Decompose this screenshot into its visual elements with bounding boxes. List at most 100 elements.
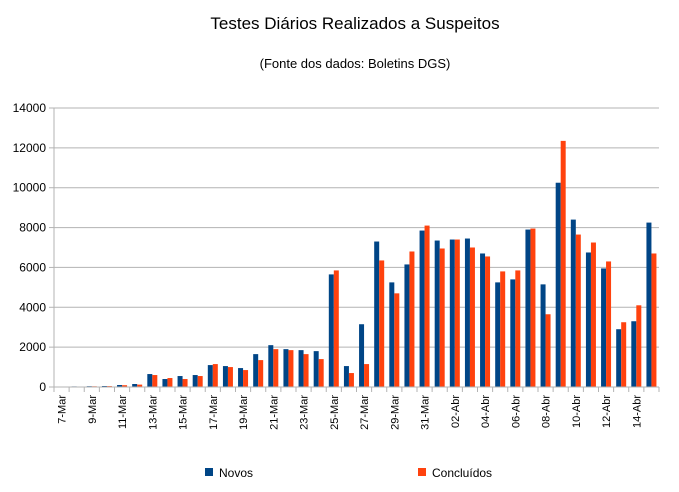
bar-novos	[495, 282, 501, 388]
bar-novos	[238, 368, 244, 387]
bar-novos	[585, 252, 591, 387]
bar-novos	[646, 222, 652, 387]
bar-novos	[374, 241, 380, 387]
y-tick-label: 8000	[19, 221, 46, 235]
x-tick-label: 06-Abr	[510, 395, 522, 428]
bar-concluidos	[651, 253, 657, 387]
bar-concluidos	[636, 305, 642, 387]
bar-novos	[404, 264, 410, 387]
x-tick-label: 23-Mar	[299, 395, 311, 430]
bar-concluidos	[137, 384, 143, 387]
y-tick-label: 2000	[19, 340, 46, 354]
bar-novos	[419, 230, 425, 387]
bar-concluidos	[167, 378, 173, 387]
bar-novos	[359, 324, 365, 387]
x-axis-ticks: 7-Mar 9-Mar 11-Mar 13-Mar 15-Mar 17-Mar 19-Mar…	[53, 387, 660, 430]
bar-novos	[343, 366, 349, 387]
x-tick-label: 12-Abr	[601, 395, 613, 428]
bar-novos	[555, 182, 561, 387]
bar-novos	[177, 376, 183, 387]
bar-concluidos	[590, 242, 596, 387]
x-tick-label: 21-Mar	[268, 395, 280, 430]
bar-concluidos	[575, 234, 581, 387]
bar-concluidos	[318, 359, 324, 387]
bar-concluidos	[227, 367, 233, 387]
bar-concluidos	[364, 364, 370, 387]
bar-novos	[510, 279, 516, 387]
bar-concluidos	[182, 379, 188, 387]
legend-label-novos: Novos	[219, 466, 253, 480]
bar-novos	[268, 345, 274, 387]
bar-novos	[207, 365, 213, 387]
bar-novos	[117, 385, 123, 387]
x-tick-label: 25-Mar	[329, 395, 341, 430]
bar-novos	[298, 350, 304, 387]
bar-novos	[570, 219, 576, 387]
x-tick-label: 9-Mar	[87, 395, 99, 424]
bar-novos	[222, 366, 228, 387]
bar-novos	[192, 375, 198, 387]
y-tick-label: 10000	[13, 181, 47, 195]
y-tick-label: 4000	[19, 300, 46, 314]
bar-novos	[616, 329, 622, 387]
x-tick-label: 08-Abr	[541, 395, 553, 428]
bar-concluidos	[469, 247, 475, 387]
bar-novos	[328, 274, 334, 387]
x-tick-label: 27-Mar	[359, 395, 371, 430]
legend-swatch-novos	[205, 468, 213, 476]
legend-label-concluidos: Concluídos	[432, 466, 492, 480]
y-axis-ticks: 0 2000 4000 6000 8000 10000 12000 14000	[13, 101, 54, 394]
chart-subtitle: (Fonte dos dados: Boletins DGS)	[260, 56, 451, 71]
bar-concluidos	[394, 293, 400, 387]
x-tick-label: 11-Mar	[117, 395, 129, 429]
bar-novos	[525, 229, 531, 387]
x-tick-label: 31-Mar	[420, 395, 432, 430]
x-tick-label: 10-Abr	[571, 395, 583, 428]
bars	[56, 140, 657, 388]
bar-concluidos	[258, 360, 264, 387]
bar-concluidos	[288, 350, 294, 387]
gridlines	[54, 107, 659, 388]
y-tick-label: 0	[39, 380, 46, 394]
x-tick-label: 04-Abr	[480, 395, 492, 428]
bar-novos	[601, 268, 607, 387]
bar-novos	[253, 354, 259, 387]
bar-novos	[147, 374, 153, 387]
bar-concluidos	[303, 354, 309, 387]
bar-concluidos	[212, 364, 218, 387]
x-tick-label: 13-Mar	[147, 395, 159, 430]
bar-concluidos	[485, 256, 491, 387]
y-tick-label: 12000	[13, 141, 47, 155]
bar-novos	[464, 238, 470, 387]
bar-concluidos	[454, 239, 460, 387]
bar-novos	[132, 384, 138, 387]
axes	[53, 108, 659, 388]
bar-concluidos	[348, 373, 354, 387]
bar-concluidos	[500, 271, 506, 387]
bar-novos	[389, 282, 395, 388]
bar-novos	[313, 351, 319, 387]
bar-concluidos	[515, 270, 521, 387]
bar-concluidos	[333, 270, 339, 387]
bar-concluidos	[439, 248, 445, 387]
bar-novos	[540, 284, 546, 387]
x-tick-label: 15-Mar	[178, 395, 190, 430]
bar-concluidos	[530, 228, 536, 387]
bar-concluidos	[424, 225, 430, 387]
bar-concluidos	[606, 261, 612, 387]
bar-concluidos	[152, 375, 158, 387]
y-tick-label: 6000	[19, 260, 46, 274]
x-tick-label: 02-Abr	[450, 395, 462, 428]
bar-concluidos	[409, 251, 415, 387]
x-tick-label: 7-Mar	[57, 395, 69, 424]
x-tick-label: 19-Mar	[238, 395, 250, 430]
x-tick-label: 14-Abr	[631, 395, 643, 428]
bar-novos	[434, 240, 440, 387]
bar-concluidos	[379, 260, 385, 387]
bar-concluidos	[273, 349, 279, 387]
bar-novos	[283, 349, 289, 387]
bar-novos	[162, 379, 168, 387]
x-tick-label: 17-Mar	[208, 395, 220, 430]
bar-concluidos	[243, 370, 249, 387]
bar-concluidos	[197, 376, 203, 387]
